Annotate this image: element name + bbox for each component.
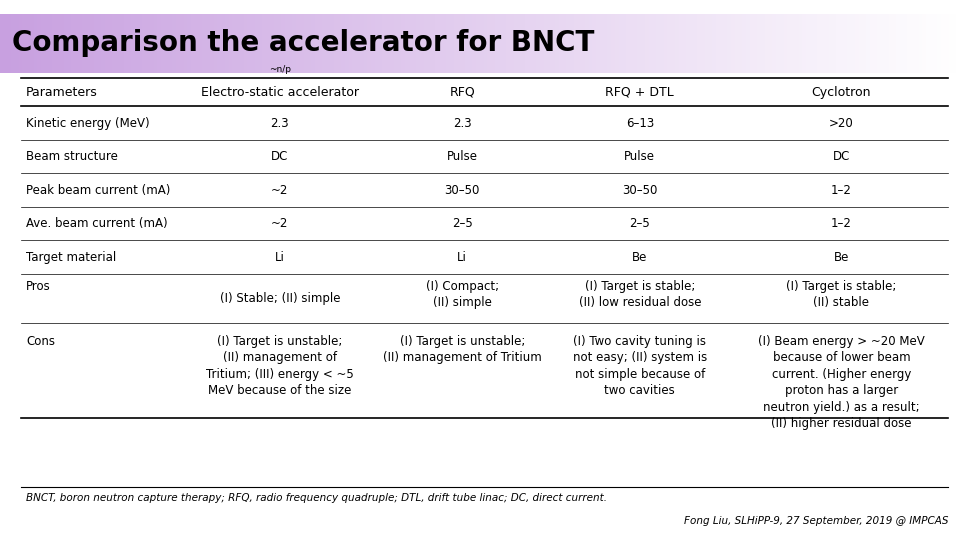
Text: Fong Liu, SLHiPP-9, 27 September, 2019 @ IMPCAS: Fong Liu, SLHiPP-9, 27 September, 2019 @…	[684, 516, 948, 526]
Text: (I) Two cavity tuning is
not easy; (II) system is
not simple because of
two cavi: (I) Two cavity tuning is not easy; (II) …	[573, 335, 707, 397]
Text: BNCT, boron neutron capture therapy; RFQ, radio frequency quadruple; DTL, drift : BNCT, boron neutron capture therapy; RFQ…	[26, 493, 607, 503]
Text: (I) Stable; (II) simple: (I) Stable; (II) simple	[220, 292, 340, 305]
Text: ~2: ~2	[271, 217, 289, 230]
Text: 1–2: 1–2	[831, 217, 852, 230]
Text: (I) Target is unstable;
(II) management of Tritium: (I) Target is unstable; (II) management …	[383, 335, 541, 365]
Text: DC: DC	[271, 150, 289, 163]
Text: 2.3: 2.3	[271, 117, 289, 130]
Text: (I) Target is stable;
(II) low residual dose: (I) Target is stable; (II) low residual …	[579, 280, 701, 309]
Text: 2–5: 2–5	[452, 217, 472, 230]
Text: 30–50: 30–50	[444, 184, 480, 197]
Text: Target material: Target material	[26, 251, 116, 264]
Text: RFQ: RFQ	[449, 86, 475, 99]
Text: Kinetic energy (MeV): Kinetic energy (MeV)	[26, 117, 150, 130]
Text: 30–50: 30–50	[622, 184, 658, 197]
Text: Pulse: Pulse	[624, 150, 656, 163]
Text: (I) Target is unstable;
(II) management of
Tritium; (III) energy < ~5
MeV becaus: (I) Target is unstable; (II) management …	[206, 335, 353, 397]
Text: ~2: ~2	[271, 184, 289, 197]
Text: Li: Li	[457, 251, 468, 264]
Text: 2–5: 2–5	[630, 217, 650, 230]
Text: 1–2: 1–2	[831, 184, 852, 197]
Text: Beam structure: Beam structure	[26, 150, 118, 163]
Text: Li: Li	[275, 251, 285, 264]
Text: Ave. beam current (mA): Ave. beam current (mA)	[26, 217, 168, 230]
Text: Pulse: Pulse	[446, 150, 478, 163]
Text: Pros: Pros	[26, 280, 51, 293]
Text: (I) Compact;
(II) simple: (I) Compact; (II) simple	[425, 280, 499, 309]
Text: Parameters: Parameters	[26, 86, 98, 99]
Text: Cyclotron: Cyclotron	[812, 86, 871, 99]
Text: DC: DC	[832, 150, 851, 163]
Text: Be: Be	[632, 251, 648, 264]
Text: (I) Target is stable;
(II) stable: (I) Target is stable; (II) stable	[786, 280, 897, 309]
Text: (I) Beam energy > ~20 MeV
because of lower beam
current. (Higher energy
proton h: (I) Beam energy > ~20 MeV because of low…	[758, 335, 924, 430]
Text: ~n/p: ~n/p	[269, 65, 291, 74]
Text: Peak beam current (mA): Peak beam current (mA)	[26, 184, 170, 197]
Text: Electro-static accelerator: Electro-static accelerator	[201, 86, 359, 99]
Text: 2.3: 2.3	[453, 117, 471, 130]
Text: Be: Be	[833, 251, 850, 264]
Text: >20: >20	[829, 117, 853, 130]
Text: Comparison the accelerator for BNCT: Comparison the accelerator for BNCT	[12, 29, 594, 57]
Text: 6–13: 6–13	[626, 117, 654, 130]
Text: RFQ + DTL: RFQ + DTL	[606, 86, 674, 99]
Text: Cons: Cons	[26, 335, 55, 348]
